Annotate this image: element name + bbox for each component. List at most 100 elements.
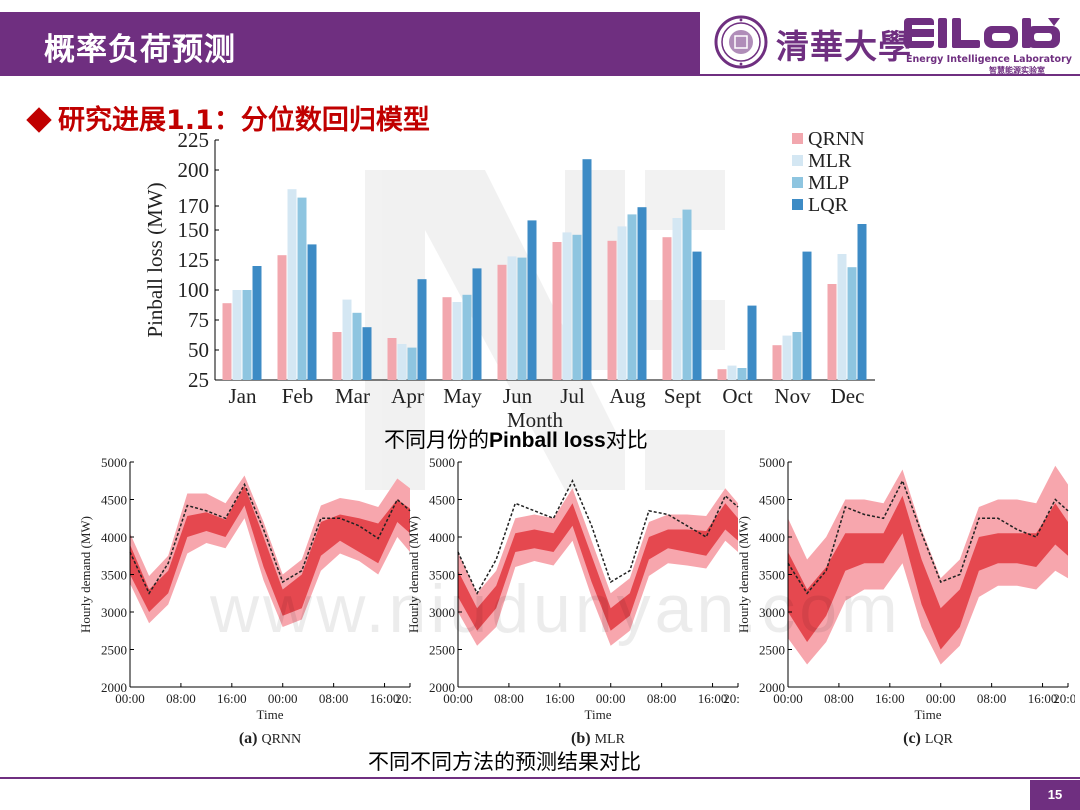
bar-mlp-mar xyxy=(352,312,362,380)
band-x-tick-label: 00:00 xyxy=(115,691,145,706)
band-x-tick-label: 08:00 xyxy=(494,691,524,706)
bar-x-tick-label: Jan xyxy=(229,384,257,408)
band-y-tick-label: 2000 xyxy=(759,680,785,695)
eilab-logo-icon xyxy=(904,18,1060,48)
bar-qrnn-mar xyxy=(332,332,342,380)
bar-y-tick-label: 170 xyxy=(178,194,210,218)
bar-x-tick-label: Dec xyxy=(831,384,865,408)
bar-mlr-sept xyxy=(672,218,682,380)
bar-mlp-oct xyxy=(737,368,747,380)
bar-qrnn-may xyxy=(442,297,452,380)
bar-lqr-jan xyxy=(252,266,262,380)
panel-caption: (b) MLR xyxy=(571,730,626,747)
band-x-tick-label: 20:00 xyxy=(723,691,740,706)
bar-caption-prefix: 不同月份的 xyxy=(384,428,489,452)
band-y-tick-label: 4500 xyxy=(429,493,455,508)
bar-x-axis-label: Month xyxy=(507,408,564,428)
inner-quantile-band xyxy=(788,495,1068,650)
panel-label: (c) xyxy=(903,730,925,747)
bar-y-tick-label: 100 xyxy=(178,278,210,302)
bar-x-tick-label: Jul xyxy=(560,384,585,408)
bar-caption-bold: Pinball loss xyxy=(489,429,606,452)
bar-lqr-nov xyxy=(802,251,812,380)
bar-mlr-jan xyxy=(232,290,242,380)
band-x-tick-label: 00:00 xyxy=(596,691,626,706)
band-x-tick-label: 00:00 xyxy=(268,691,298,706)
band-x-tick-label: 00:00 xyxy=(443,691,473,706)
outer-quantile-band xyxy=(458,488,738,646)
band-y-tick-label: 4500 xyxy=(759,493,785,508)
band-x-tick-label: 16:00 xyxy=(698,691,728,706)
legend-swatch-mlp xyxy=(792,177,803,188)
lqr-band-chart: 2000 2500 3000 3500 4000 4500 5000 00:00 08:00 16… xyxy=(736,455,1075,747)
bar-mlr-jun xyxy=(507,256,517,380)
band-x-axis-label: Time xyxy=(915,707,942,722)
bar-x-tick-label: Mar xyxy=(335,384,370,408)
band-y-tick-label: 5000 xyxy=(759,455,785,470)
header-bar xyxy=(0,12,700,74)
actual-demand-line xyxy=(457,479,739,595)
band-x-tick-label: 16:00 xyxy=(1028,691,1058,706)
legend-label-mlp: MLP xyxy=(808,172,849,194)
bar-mlp-sept xyxy=(682,209,692,380)
band-y-tick-label: 2000 xyxy=(429,680,455,695)
bar-mlr-feb xyxy=(287,189,297,380)
band-x-tick-label: 08:00 xyxy=(319,691,349,706)
bar-y-tick-label: 25 xyxy=(188,368,209,392)
header-divider xyxy=(0,74,1080,76)
diamond-bullet-icon xyxy=(26,107,52,133)
bar-caption-suffix: 对比 xyxy=(605,428,648,452)
band-y-tick-label: 2500 xyxy=(101,643,127,658)
qrnn-band-chart: 2000 2500 3000 3500 4000 4500 5000 00:00 08:00 16… xyxy=(78,455,412,747)
legend-swatch-qrnn xyxy=(792,133,803,144)
section-title: 研究进展1.1：分位数回归模型 xyxy=(22,98,430,137)
bar-mlr-mar xyxy=(342,299,352,380)
bar-qrnn-apr xyxy=(387,338,397,380)
band-x-tick-label: 08:00 xyxy=(824,691,854,706)
lab-name: Energy Intelligence Laboratory xyxy=(906,54,1072,65)
legend-label-lqr: LQR xyxy=(808,194,849,216)
bar-chart-caption: 不同月份的Pinball loss对比 xyxy=(384,424,648,454)
band-x-tick-label: 16:00 xyxy=(875,691,905,706)
band-y-tick-label: 4000 xyxy=(101,530,127,545)
bar-qrnn-nov xyxy=(772,345,782,380)
university-name: 清華大學 xyxy=(776,27,912,66)
legend-swatch-lqr xyxy=(792,199,803,210)
footer-divider xyxy=(0,777,1080,779)
band-x-tick-label: 20:00 xyxy=(395,691,412,706)
band-y-tick-label: 2500 xyxy=(759,643,785,658)
inner-quantile-band xyxy=(458,503,738,631)
panel-method: QRNN xyxy=(261,732,301,747)
actual-demand-line xyxy=(787,478,1069,595)
bar-mlr-oct xyxy=(727,365,737,380)
bar-y-tick-label: 150 xyxy=(178,218,210,242)
bar-mlr-dec xyxy=(837,254,847,380)
outer-quantile-band xyxy=(130,475,410,627)
bar-x-tick-label: Sept xyxy=(664,384,702,408)
section-title-text: 研究进展1.1：分位数回归模型 xyxy=(58,105,430,136)
actual-demand-line xyxy=(129,482,411,595)
bar-mlp-may xyxy=(462,294,472,380)
bar-x-tick-label: Jun xyxy=(503,384,533,408)
bar-lqr-may xyxy=(472,268,482,380)
band-y-tick-label: 2000 xyxy=(101,680,127,695)
band-y-axis-label: Hourly demand (MW) xyxy=(736,516,751,633)
band-y-axis-label: Hourly demand (MW) xyxy=(78,516,93,633)
bar-qrnn-jul xyxy=(552,242,562,380)
band-y-tick-label: 5000 xyxy=(429,455,455,470)
lab-name-cn: 智慧能源实验室 xyxy=(989,66,1045,75)
bar-y-tick-label: 225 xyxy=(178,128,210,152)
bar-qrnn-aug xyxy=(607,240,617,380)
bar-qrnn-oct xyxy=(717,369,727,380)
bar-y-tick-label: 125 xyxy=(178,248,210,272)
band-charts-caption: 不同不同方法的预测结果对比 xyxy=(368,750,641,774)
bar-mlp-feb xyxy=(297,197,307,380)
band-y-tick-label: 4500 xyxy=(101,493,127,508)
legend-label-mlr: MLR xyxy=(808,150,852,172)
bar-mlr-jul xyxy=(562,232,572,380)
bar-qrnn-feb xyxy=(277,255,287,380)
panel-method: MLR xyxy=(595,732,626,747)
panel-caption: (a) QRNN xyxy=(239,730,301,747)
bar-x-tick-label: Feb xyxy=(282,384,314,408)
bar-qrnn-dec xyxy=(827,284,837,380)
